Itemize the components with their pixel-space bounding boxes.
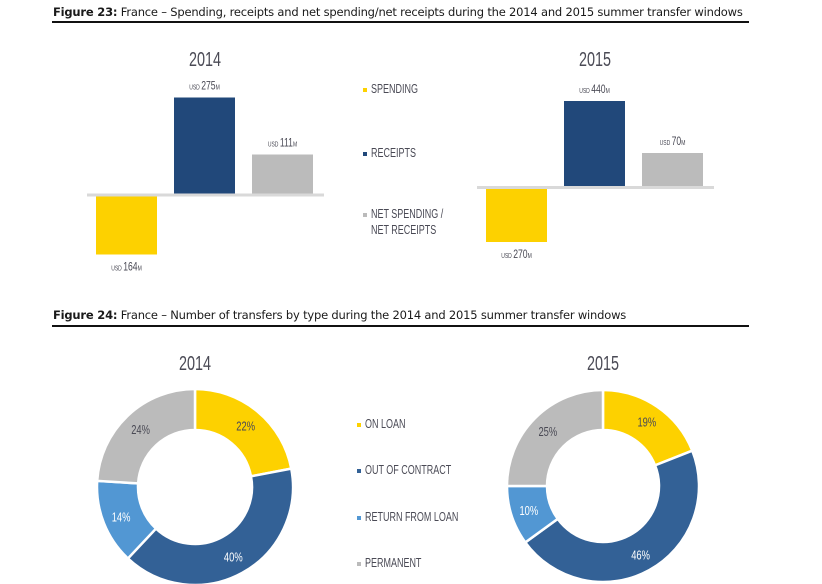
figure-23-caption: France – Spending, receipts and net spen… <box>117 5 743 19</box>
figure-23-rule <box>52 21 749 23</box>
legend-swatch-0 <box>363 88 367 92</box>
figure-24-caption: France – Number of transfers by type dur… <box>117 308 627 322</box>
bar-value-label-2014-2: USD 111M <box>268 137 297 150</box>
value-number: 70 <box>672 136 682 149</box>
bar-baseline-2015 <box>477 186 714 189</box>
unit-suffix: M <box>293 141 297 149</box>
bar-baseline-2014 <box>87 193 324 197</box>
donut-slice-2014-out-of-contract <box>126 467 295 584</box>
currency-prefix: USD <box>660 139 672 147</box>
bar-2015-receipts <box>564 101 625 186</box>
figure-23-label: Figure 23: <box>53 5 118 19</box>
bar-value-label-2015-2: USD 70M <box>660 136 686 149</box>
donut-label-2015-2: 10% <box>519 505 538 519</box>
pie-legend-swatch-2 <box>357 516 361 520</box>
unit-suffix: M <box>528 252 532 260</box>
currency-prefix: USD <box>189 84 201 92</box>
currency-prefix: USD <box>111 265 123 273</box>
currency-prefix: USD <box>268 141 280 149</box>
bar-2015-net-spending-net-receipts <box>642 153 703 186</box>
donut-year-2014: 2014 <box>179 352 211 375</box>
unit-suffix: M <box>606 87 610 95</box>
bar-value-label-2015-1: USD 440M <box>579 84 610 97</box>
bar-panel-year-2015: 2015 <box>579 48 611 71</box>
legend-swatch-1 <box>363 152 367 156</box>
bar-value-label-2014-1: USD 275M <box>189 80 220 93</box>
donut-label-2014-0: 22% <box>236 420 255 434</box>
legend-label-1: RECEIPTS <box>371 147 416 161</box>
donut-label-2014-3: 24% <box>131 424 150 438</box>
bar-2014-net-spending-net-receipts <box>252 154 313 194</box>
donut-year-2015: 2015 <box>587 352 619 375</box>
unit-suffix: M <box>681 139 685 147</box>
donut-slice-2015-permanent <box>505 388 605 488</box>
pie-legend-swatch-1 <box>357 469 361 473</box>
pie-legend-label-0: ON LOAN <box>365 418 405 432</box>
donut-label-2014-2: 14% <box>112 511 131 525</box>
donut-slice-2015-out-of-contract <box>523 449 701 584</box>
figure-24-title: Figure 24: France – Number of transfers … <box>53 308 626 322</box>
legend-swatch-2 <box>363 213 367 217</box>
donut-label-2015-3: 25% <box>538 426 557 440</box>
legend-label-2-line2: NET RECEIPTS <box>371 224 436 238</box>
pie-legend-label-2: RETURN FROM LOAN <box>365 511 458 525</box>
bar-panel-year-2014: 2014 <box>189 48 221 71</box>
bar-value-label-2015-0: USD 270M <box>501 249 532 262</box>
bar-2014-spending <box>96 196 157 255</box>
figure-24-rule <box>52 325 749 327</box>
bar-2014-receipts <box>174 97 235 194</box>
pie-legend-swatch-0 <box>357 423 361 427</box>
pie-legend-label-1: OUT OF CONTRACT <box>365 464 451 478</box>
value-number: 275 <box>201 80 216 93</box>
pie-legend-swatch-3 <box>357 562 361 566</box>
donut-label-2015-1: 46% <box>631 549 650 563</box>
value-number: 111 <box>280 137 293 150</box>
figure-24-label: Figure 24: <box>53 308 118 322</box>
donut-label-2014-1: 40% <box>224 551 243 565</box>
unit-suffix: M <box>216 84 220 92</box>
legend-label-2: NET SPENDING / <box>371 208 444 222</box>
unit-suffix: M <box>138 265 142 273</box>
value-number: 164 <box>123 261 138 274</box>
bar-2015-spending <box>486 189 547 242</box>
bar-value-label-2014-0: USD 164M <box>111 261 142 274</box>
value-number: 440 <box>591 84 606 97</box>
donut-label-2015-0: 19% <box>637 416 656 430</box>
pie-legend-label-3: PERMANENT <box>365 557 422 571</box>
donut-slice-2014-permanent <box>95 387 197 485</box>
figure-23-title: Figure 23: France – Spending, receipts a… <box>53 5 743 19</box>
value-number: 270 <box>513 249 528 262</box>
currency-prefix: USD <box>501 252 513 260</box>
legend-label-0: SPENDING <box>371 83 418 97</box>
currency-prefix: USD <box>579 87 591 95</box>
